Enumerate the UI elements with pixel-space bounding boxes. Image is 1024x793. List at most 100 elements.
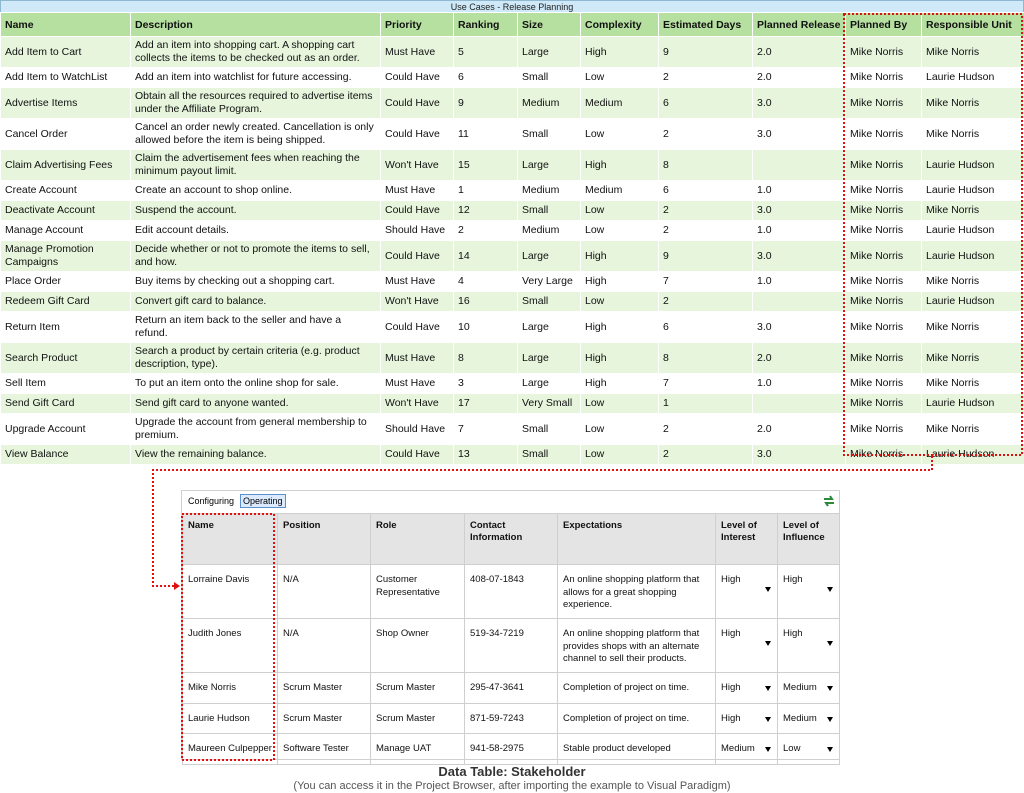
stakeholder-table: Name Position Role Contact Information Expec… bbox=[182, 513, 840, 765]
cell: Mike Norris bbox=[921, 413, 1024, 445]
column-header: Role bbox=[370, 513, 465, 565]
cell: Add an item into watchlist for future ac… bbox=[130, 67, 381, 88]
cell: Laurie Hudson bbox=[921, 240, 1024, 272]
cell[interactable]: High bbox=[715, 703, 778, 734]
tab[interactable]: Configuring bbox=[188, 496, 235, 506]
cell[interactable]: Low bbox=[777, 733, 840, 765]
cell: 8 bbox=[453, 342, 518, 374]
cell: Laurie Hudson bbox=[921, 291, 1024, 312]
column-header: Description bbox=[130, 12, 381, 37]
cell: Mike Norris bbox=[845, 271, 922, 292]
cell bbox=[752, 393, 846, 414]
cell: Could Have bbox=[380, 444, 454, 465]
cell: 1.0 bbox=[752, 180, 846, 201]
cell[interactable]: High bbox=[777, 564, 840, 619]
cell: Place Order bbox=[0, 271, 131, 292]
cell: Mike Norris bbox=[845, 149, 922, 181]
column-header: Complexity bbox=[580, 12, 659, 37]
cell bbox=[752, 149, 846, 181]
cell: 2 bbox=[658, 444, 753, 465]
cell[interactable]: Medium bbox=[777, 672, 840, 704]
cell[interactable]: Medium bbox=[715, 733, 778, 765]
cell: Mike Norris bbox=[845, 413, 922, 445]
cell: Send gift card to anyone wanted. bbox=[130, 393, 381, 414]
column-header: Contact Information bbox=[464, 513, 558, 565]
release-table: Name Description Priority Ranking Size Comple… bbox=[0, 12, 1024, 465]
cell: 1 bbox=[658, 393, 753, 414]
cell: High bbox=[580, 311, 659, 343]
cell: Edit account details. bbox=[130, 220, 381, 241]
cell: 3.0 bbox=[752, 311, 846, 343]
cell: 9 bbox=[658, 36, 753, 68]
refresh-icon[interactable] bbox=[822, 494, 836, 508]
cell[interactable]: High bbox=[715, 672, 778, 704]
cell: 2 bbox=[453, 220, 518, 241]
cell: 408-07-1843 bbox=[464, 564, 558, 619]
cell: 13 bbox=[453, 444, 518, 465]
row: Maureen Culpepper Software Tester Manage U… bbox=[182, 733, 840, 765]
cell: Convert gift card to balance. bbox=[130, 291, 381, 312]
cell: Manage UAT bbox=[370, 733, 465, 765]
cell: Large bbox=[517, 373, 581, 394]
row: Mike Norris Scrum Master Scrum Master 295-4… bbox=[182, 672, 840, 704]
cell: Search Product bbox=[0, 342, 131, 374]
cell: Must Have bbox=[380, 180, 454, 201]
cell: 6 bbox=[658, 311, 753, 343]
cell: Low bbox=[580, 220, 659, 241]
cell: Create Account bbox=[0, 180, 131, 201]
cell: Scrum Master bbox=[370, 672, 465, 704]
cell: Low bbox=[580, 393, 659, 414]
cell: Small bbox=[517, 200, 581, 221]
cell: Mike Norris bbox=[921, 311, 1024, 343]
cell: 6 bbox=[658, 180, 753, 201]
header-row: Name Description Priority Ranking Size Comple… bbox=[0, 12, 1024, 37]
cell: High bbox=[580, 271, 659, 292]
cell: Mike Norris bbox=[845, 291, 922, 312]
cell: High bbox=[580, 36, 659, 68]
cell: Very Large bbox=[517, 271, 581, 292]
cell: Mike Norris bbox=[921, 373, 1024, 394]
cell: 14 bbox=[453, 240, 518, 272]
cell: 2 bbox=[658, 118, 753, 150]
cell: Medium bbox=[517, 220, 581, 241]
cell: 11 bbox=[453, 118, 518, 150]
caption-note: (You can access it in the Project Browse… bbox=[293, 780, 731, 792]
row: Return Item Return an item back to the se… bbox=[0, 311, 1024, 343]
cell: Should Have bbox=[380, 220, 454, 241]
cell: 3.0 bbox=[752, 200, 846, 221]
cell: Must Have bbox=[380, 271, 454, 292]
cell: Scrum Master bbox=[277, 703, 371, 734]
cell: Could Have bbox=[380, 311, 454, 343]
column-header: Size bbox=[517, 12, 581, 37]
row: Sell Item To put an item onto the online … bbox=[0, 373, 1024, 394]
cell: Won't Have bbox=[380, 149, 454, 181]
cell: An online shopping platform that allows … bbox=[557, 564, 716, 619]
cell: 2 bbox=[658, 413, 753, 445]
row: Upgrade Account Upgrade the account from … bbox=[0, 413, 1024, 445]
cell: Deactivate Account bbox=[0, 200, 131, 221]
tab[interactable]: Operating bbox=[240, 494, 286, 508]
cell: Low bbox=[580, 67, 659, 88]
cell: 10 bbox=[453, 311, 518, 343]
cell: 3.0 bbox=[752, 240, 846, 272]
cell[interactable]: High bbox=[777, 618, 840, 673]
row: Search Product Search a product by certai… bbox=[0, 342, 1024, 374]
cell: Very Small bbox=[517, 393, 581, 414]
column-header: Expectations bbox=[557, 513, 716, 565]
cell: 12 bbox=[453, 200, 518, 221]
cell: Small bbox=[517, 444, 581, 465]
cell[interactable]: Medium bbox=[777, 703, 840, 734]
cell: View the remaining balance. bbox=[130, 444, 381, 465]
cell: Low bbox=[580, 200, 659, 221]
cell[interactable]: High bbox=[715, 564, 778, 619]
cell: 1.0 bbox=[752, 373, 846, 394]
cell: N/A bbox=[277, 564, 371, 619]
cell: Upgrade Account bbox=[0, 413, 131, 445]
cell: 2.0 bbox=[752, 413, 846, 445]
cell[interactable]: High bbox=[715, 618, 778, 673]
cell: Decide whether or not to promote the ite… bbox=[130, 240, 381, 272]
row: Deactivate Account Suspend the account. Co… bbox=[0, 200, 1024, 221]
cell: Mike Norris bbox=[845, 393, 922, 414]
cell: 871-59-7243 bbox=[464, 703, 558, 734]
column-header: Estimated Days bbox=[658, 12, 753, 37]
